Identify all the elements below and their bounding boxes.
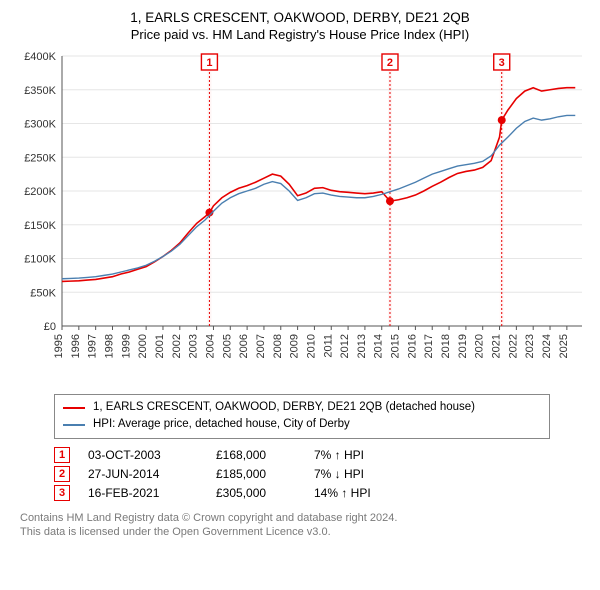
legend-item: HPI: Average price, detached house, City… — [63, 416, 541, 433]
event-badge: 2 — [54, 466, 70, 482]
svg-text:2013: 2013 — [356, 334, 368, 358]
legend-swatch — [63, 424, 85, 426]
svg-text:3: 3 — [499, 57, 505, 69]
event-badge: 1 — [54, 447, 70, 463]
svg-text:2018: 2018 — [440, 334, 452, 358]
svg-text:2007: 2007 — [255, 334, 267, 358]
svg-text:2019: 2019 — [457, 334, 469, 358]
svg-text:£300K: £300K — [24, 119, 56, 131]
footer-attribution: Contains HM Land Registry data © Crown c… — [20, 511, 590, 541]
svg-text:2020: 2020 — [474, 334, 486, 358]
event-delta: 7% ↓ HPI — [314, 467, 394, 481]
svg-text:2016: 2016 — [406, 334, 418, 358]
svg-text:£400K: £400K — [24, 51, 56, 63]
svg-text:£50K: £50K — [30, 287, 56, 299]
legend-swatch — [63, 407, 85, 409]
event-price: £168,000 — [216, 448, 296, 462]
svg-text:2014: 2014 — [373, 334, 385, 358]
svg-text:2022: 2022 — [507, 334, 519, 358]
svg-text:1996: 1996 — [70, 334, 82, 358]
chart-title: 1, EARLS CRESCENT, OAKWOOD, DERBY, DE21 … — [10, 10, 590, 25]
legend: 1, EARLS CRESCENT, OAKWOOD, DERBY, DE21 … — [54, 394, 550, 439]
svg-text:1998: 1998 — [103, 334, 115, 358]
svg-text:£0: £0 — [44, 321, 56, 333]
svg-text:2001: 2001 — [154, 334, 166, 358]
svg-text:2010: 2010 — [305, 334, 317, 358]
svg-text:£150K: £150K — [24, 220, 56, 232]
svg-text:2024: 2024 — [541, 334, 553, 358]
svg-text:1: 1 — [206, 57, 212, 69]
event-price: £305,000 — [216, 486, 296, 500]
svg-text:2002: 2002 — [171, 334, 183, 358]
svg-text:2003: 2003 — [188, 334, 200, 358]
event-price: £185,000 — [216, 467, 296, 481]
legend-label: 1, EARLS CRESCENT, OAKWOOD, DERBY, DE21 … — [93, 399, 475, 416]
svg-text:1995: 1995 — [53, 334, 65, 358]
event-row: 2 27-JUN-2014 £185,000 7% ↓ HPI — [54, 466, 590, 482]
event-badge: 3 — [54, 485, 70, 501]
legend-label: HPI: Average price, detached house, City… — [93, 416, 350, 433]
svg-text:2025: 2025 — [558, 334, 570, 358]
event-date: 27-JUN-2014 — [88, 467, 198, 481]
svg-text:2009: 2009 — [289, 334, 301, 358]
event-row: 3 16-FEB-2021 £305,000 14% ↑ HPI — [54, 485, 590, 501]
svg-text:2000: 2000 — [137, 334, 149, 358]
svg-text:2021: 2021 — [491, 334, 503, 358]
svg-text:£100K: £100K — [24, 254, 56, 266]
svg-text:2004: 2004 — [204, 334, 216, 358]
legend-item: 1, EARLS CRESCENT, OAKWOOD, DERBY, DE21 … — [63, 399, 541, 416]
event-delta: 14% ↑ HPI — [314, 486, 394, 500]
svg-text:£200K: £200K — [24, 186, 56, 198]
event-delta: 7% ↑ HPI — [314, 448, 394, 462]
svg-text:2015: 2015 — [390, 334, 402, 358]
svg-text:2: 2 — [387, 57, 393, 69]
svg-text:2006: 2006 — [238, 334, 250, 358]
svg-text:£250K: £250K — [24, 152, 56, 164]
event-list: 1 03-OCT-2003 £168,000 7% ↑ HPI 2 27-JUN-2014… — [54, 447, 590, 501]
svg-text:2008: 2008 — [272, 334, 284, 358]
svg-text:2011: 2011 — [322, 334, 334, 358]
footer-line: This data is licensed under the Open Gov… — [20, 525, 590, 540]
event-date: 03-OCT-2003 — [88, 448, 198, 462]
svg-text:2005: 2005 — [221, 334, 233, 358]
svg-text:2012: 2012 — [339, 334, 351, 358]
chart-svg: £0 £50K £100K £150K £200K £250K £300K £350K £400… — [10, 48, 590, 388]
svg-text:2017: 2017 — [423, 334, 435, 358]
svg-text:1999: 1999 — [120, 334, 132, 358]
chart-subtitle: Price paid vs. HM Land Registry's House … — [10, 27, 590, 42]
event-date: 16-FEB-2021 — [88, 486, 198, 500]
svg-text:2023: 2023 — [524, 334, 536, 358]
event-row: 1 03-OCT-2003 £168,000 7% ↑ HPI — [54, 447, 590, 463]
footer-line: Contains HM Land Registry data © Crown c… — [20, 511, 590, 526]
svg-text:1997: 1997 — [87, 334, 99, 358]
svg-text:£350K: £350K — [24, 85, 56, 97]
line-chart: £0 £50K £100K £150K £200K £250K £300K £350K £400… — [10, 48, 590, 388]
